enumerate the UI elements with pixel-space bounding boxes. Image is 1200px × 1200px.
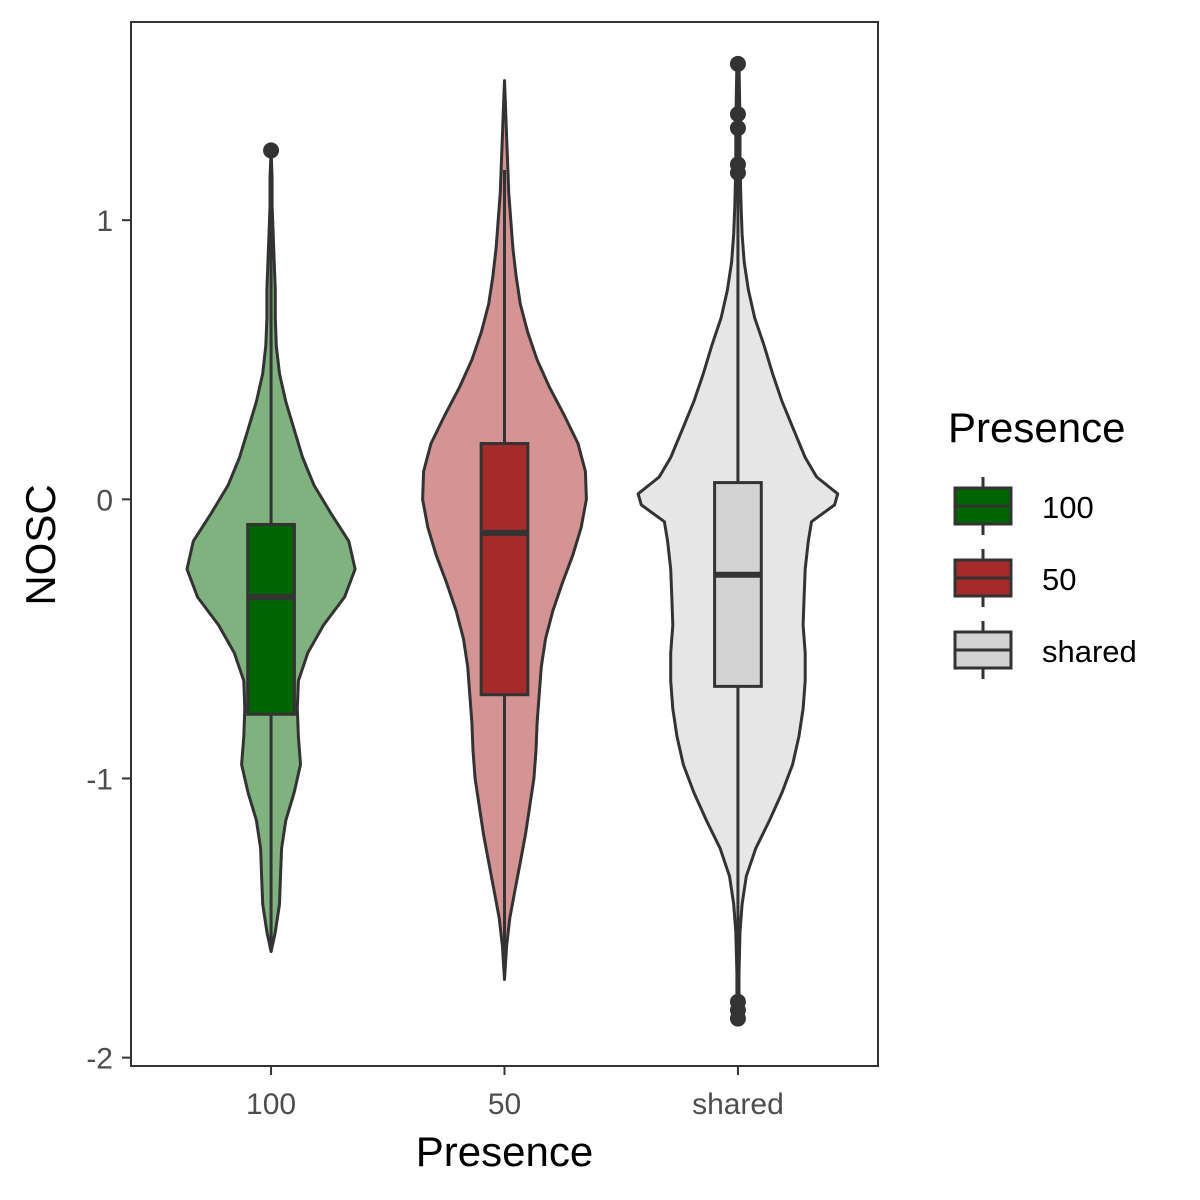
legend-title: Presence xyxy=(948,404,1125,451)
boxplots-layer xyxy=(246,55,763,1027)
legend-label-100: 100 xyxy=(1042,490,1094,525)
box-50 xyxy=(479,442,530,697)
axes-layer: 100 50 shared -2 -1 0 1 xyxy=(86,205,783,1121)
legend-label-shared: shared xyxy=(1042,634,1137,669)
box-100 xyxy=(246,522,296,716)
box-shared xyxy=(713,481,763,688)
y-tick-label-2: 0 xyxy=(96,484,113,517)
y-axis-title: NOSC xyxy=(17,484,64,605)
legend-label-50: 50 xyxy=(1042,562,1076,597)
x-axis-title: Presence xyxy=(416,1128,593,1175)
x-tick-label-100: 100 xyxy=(246,1088,296,1121)
y-tick-label-1: -1 xyxy=(86,763,113,796)
x-tick-label-50: 50 xyxy=(488,1088,521,1121)
y-tick-label-0: -2 xyxy=(86,1043,113,1076)
legend: Presence 100 50 shared xyxy=(948,404,1137,679)
x-tick-label-shared: shared xyxy=(692,1088,784,1121)
y-tick-label-3: 1 xyxy=(96,205,113,238)
